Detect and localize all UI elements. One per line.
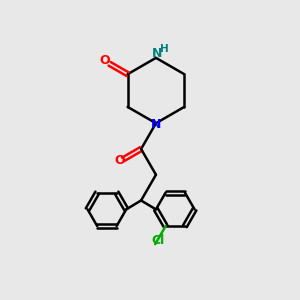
Text: N: N	[151, 118, 161, 131]
Text: Cl: Cl	[152, 234, 165, 247]
Text: N: N	[152, 47, 163, 60]
Text: H: H	[160, 44, 169, 54]
Text: O: O	[100, 54, 110, 67]
Text: O: O	[114, 154, 125, 167]
